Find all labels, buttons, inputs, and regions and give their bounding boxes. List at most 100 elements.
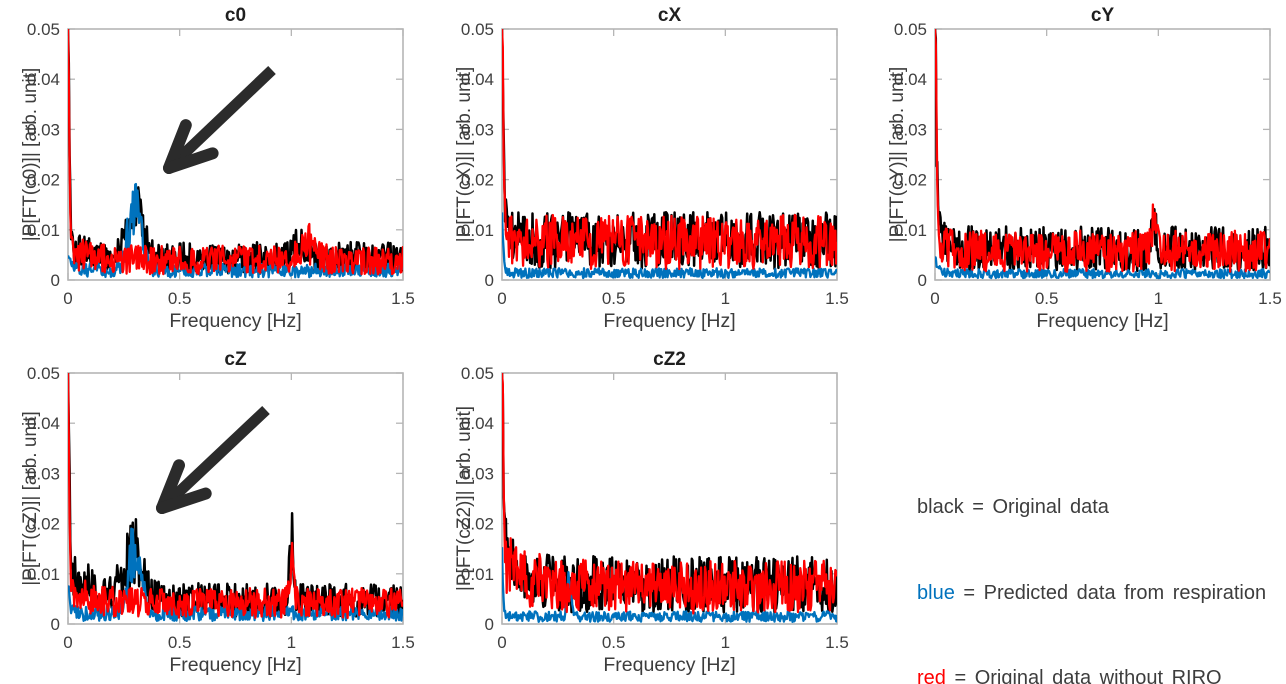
arrow-stroke xyxy=(162,405,270,508)
y-tick-label: 0 xyxy=(51,615,60,634)
subplot-cZ2: 0 0.5 1 1.5 0 0.01 0.02 0.03 0.04 0.05 cZ2 Frequenc… xyxy=(434,344,864,684)
subplot-cX: 0 0.5 1 1.5 0 0.01 0.02 0.03 0.04 0.05 cX Frequency… xyxy=(434,0,864,340)
series-group xyxy=(935,29,1270,280)
y-tick-label: 0.03 xyxy=(894,120,927,139)
plot-title: c0 xyxy=(225,5,246,26)
x-tick-label: 1.5 xyxy=(391,633,415,652)
y-axis-label: |P[FT(cZ)]| [arb. unit] xyxy=(20,411,41,586)
x-tick-label: 1 xyxy=(721,633,730,652)
x-tick-label: 0.5 xyxy=(602,289,626,308)
y-tick-label: 0.01 xyxy=(27,221,60,240)
y-axis-label: |P[FT(cX)]| [arb. unit] xyxy=(454,67,475,243)
x-tick-label: 1 xyxy=(287,289,296,308)
x-tick-label: 1.5 xyxy=(825,289,849,308)
x-tick-label: 0 xyxy=(63,633,72,652)
y-tick-label: 0.01 xyxy=(894,221,927,240)
legend-color-word-blue: blue xyxy=(917,581,955,604)
plot-canvas-c0: 0 0.5 1 1.5 0 0.01 0.02 0.03 0.04 0.05 c0 Frequency… xyxy=(20,5,415,332)
plot-canvas-cZ2: 0 0.5 1 1.5 0 0.01 0.02 0.03 0.04 0.05 cZ2 Frequenc… xyxy=(454,349,849,676)
y-tick-label: 0.03 xyxy=(27,464,60,483)
series-predicted-data-from-respiration xyxy=(502,547,837,624)
y-tick-label: 0.05 xyxy=(27,20,60,39)
series-predicted-data-from-respiration xyxy=(502,212,837,280)
y-axis-label: |P[FT(cY)]| [arb. unit] xyxy=(887,67,908,243)
x-tick-label: 0.5 xyxy=(168,633,192,652)
legend-line-blue: blue = Predicted data from respiration xyxy=(917,579,1266,608)
subplot-c0: 0 0.5 1 1.5 0 0.01 0.02 0.03 0.04 0.05 c0 Frequency… xyxy=(0,0,430,340)
plot-title: cY xyxy=(1091,5,1115,26)
x-tick-label: 0 xyxy=(497,289,506,308)
x-axis-label: Frequency [Hz] xyxy=(603,310,735,332)
legend-text-black: = Original data xyxy=(963,496,1109,518)
y-axis-label: |P[FT(cZ2)]| [arb. unit] xyxy=(454,406,475,591)
y-tick-label: 0.04 xyxy=(894,70,927,89)
axes-box xyxy=(934,28,1271,281)
legend-line-red: red = Original data without RIRO xyxy=(917,664,1266,684)
y-tick-label: 0.01 xyxy=(461,221,494,240)
legend-color-word-red: red xyxy=(917,667,946,684)
plot-canvas-cZ: 0 0.5 1 1.5 0 0.01 0.02 0.03 0.04 0.05 cZ Frequency… xyxy=(20,349,415,676)
y-tick-label: 0 xyxy=(485,615,494,634)
plot-title: cZ2 xyxy=(653,349,686,370)
y-tick-label: 0.03 xyxy=(27,120,60,139)
x-tick-label: 1.5 xyxy=(1258,289,1282,308)
color-legend: black = Original data blue = Predicted d… xyxy=(917,436,1266,684)
series-original-data-without-riro xyxy=(502,29,837,271)
subplot-cZ: 0 0.5 1 1.5 0 0.01 0.02 0.03 0.04 0.05 cZ Frequency… xyxy=(0,344,430,684)
series-original-data-without-riro xyxy=(502,373,837,615)
y-tick-label: 0.01 xyxy=(27,565,60,584)
y-tick-label: 0.03 xyxy=(461,464,494,483)
x-axis-label: Frequency [Hz] xyxy=(169,654,301,676)
axes-box xyxy=(501,372,838,625)
series-group xyxy=(502,373,837,624)
y-tick-label: 0.01 xyxy=(461,565,494,584)
y-tick-label: 0.05 xyxy=(461,20,494,39)
series-group xyxy=(502,29,837,280)
y-tick-label: 0.02 xyxy=(27,171,60,190)
legend-color-word-black: black xyxy=(917,496,964,518)
y-tick-label: 0.04 xyxy=(27,70,60,89)
series-original-data-without-riro xyxy=(68,29,403,276)
y-tick-label: 0 xyxy=(485,271,494,290)
legend-text-blue: = Predicted data from respiration xyxy=(954,581,1267,604)
series-original-data xyxy=(68,29,403,275)
x-tick-label: 0 xyxy=(497,633,506,652)
x-tick-label: 1.5 xyxy=(391,289,415,308)
arrow-stroke xyxy=(169,66,276,168)
y-tick-label: 0 xyxy=(918,271,927,290)
x-tick-label: 1 xyxy=(721,289,730,308)
series-predicted-data-from-respiration xyxy=(935,256,1270,280)
y-tick-label: 0.02 xyxy=(461,515,494,534)
x-axis-label: Frequency [Hz] xyxy=(1036,310,1168,332)
y-tick-label: 0 xyxy=(51,271,60,290)
x-tick-label: 1 xyxy=(1154,289,1163,308)
x-axis-label: Frequency [Hz] xyxy=(169,310,301,332)
y-tick-label: 0.05 xyxy=(461,364,494,383)
series-group xyxy=(68,29,403,279)
plot-canvas-cY: 0 0.5 1 1.5 0 0.01 0.02 0.03 0.04 0.05 cY Frequency… xyxy=(887,5,1282,332)
axes-box xyxy=(67,28,404,281)
arrow-stroke xyxy=(163,147,219,174)
x-tick-label: 0.5 xyxy=(1035,289,1059,308)
y-tick-label: 0.02 xyxy=(461,171,494,190)
legend-text-red: = Original data without RIRO xyxy=(945,667,1222,684)
subplot-cY: 0 0.5 1 1.5 0 0.01 0.02 0.03 0.04 0.05 cY Frequency… xyxy=(867,0,1286,340)
axes-box xyxy=(67,372,404,625)
y-axis-label: |P[FT(c0)]| [arb. unit] xyxy=(20,68,41,242)
y-tick-label: 0.04 xyxy=(461,70,494,89)
y-tick-label: 0.02 xyxy=(27,515,60,534)
legend-line-black: black = Original data xyxy=(917,493,1266,522)
x-axis-label: Frequency [Hz] xyxy=(603,654,735,676)
x-tick-label: 1 xyxy=(287,633,296,652)
x-tick-label: 1.5 xyxy=(825,633,849,652)
series-group xyxy=(68,373,403,623)
axes-box xyxy=(501,28,838,281)
y-tick-label: 0.03 xyxy=(461,120,494,139)
series-original-data xyxy=(68,373,403,619)
arrow-stroke xyxy=(156,487,212,514)
x-tick-label: 0 xyxy=(63,289,72,308)
x-tick-label: 0.5 xyxy=(168,289,192,308)
y-tick-label: 0.05 xyxy=(894,20,927,39)
plot-title: cX xyxy=(658,5,682,26)
